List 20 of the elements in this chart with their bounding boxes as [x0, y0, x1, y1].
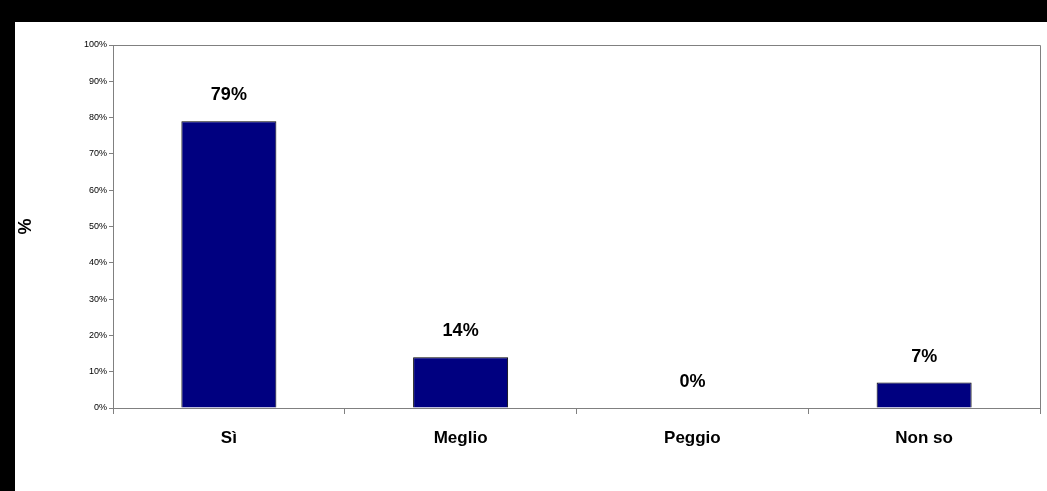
- data-label: 0%: [679, 370, 706, 391]
- y-tick-label: 80%: [88, 112, 107, 123]
- y-tick-label: 90%: [88, 75, 107, 86]
- y-axis-title: %: [14, 218, 35, 235]
- x-tick-label: Non so: [895, 427, 953, 447]
- y-tick-label: 20%: [88, 329, 107, 340]
- y-tick-label: 40%: [88, 257, 107, 268]
- x-tick-label: Peggio: [664, 427, 721, 447]
- y-tick-label: 50%: [88, 220, 107, 231]
- x-tick-label: Sì: [220, 427, 237, 447]
- x-tick-label: Meglio: [433, 427, 488, 447]
- data-label: 14%: [442, 320, 479, 341]
- y-tick-label: 100%: [83, 39, 107, 50]
- y-tick-label: 10%: [88, 366, 107, 377]
- y-tick-label: 0%: [93, 402, 107, 413]
- y-tick-label: 70%: [88, 148, 107, 159]
- data-label: 79%: [210, 84, 247, 105]
- y-tick-label: 60%: [88, 184, 107, 195]
- y-tick-label: 30%: [88, 293, 107, 304]
- data-label: 7%: [911, 345, 938, 366]
